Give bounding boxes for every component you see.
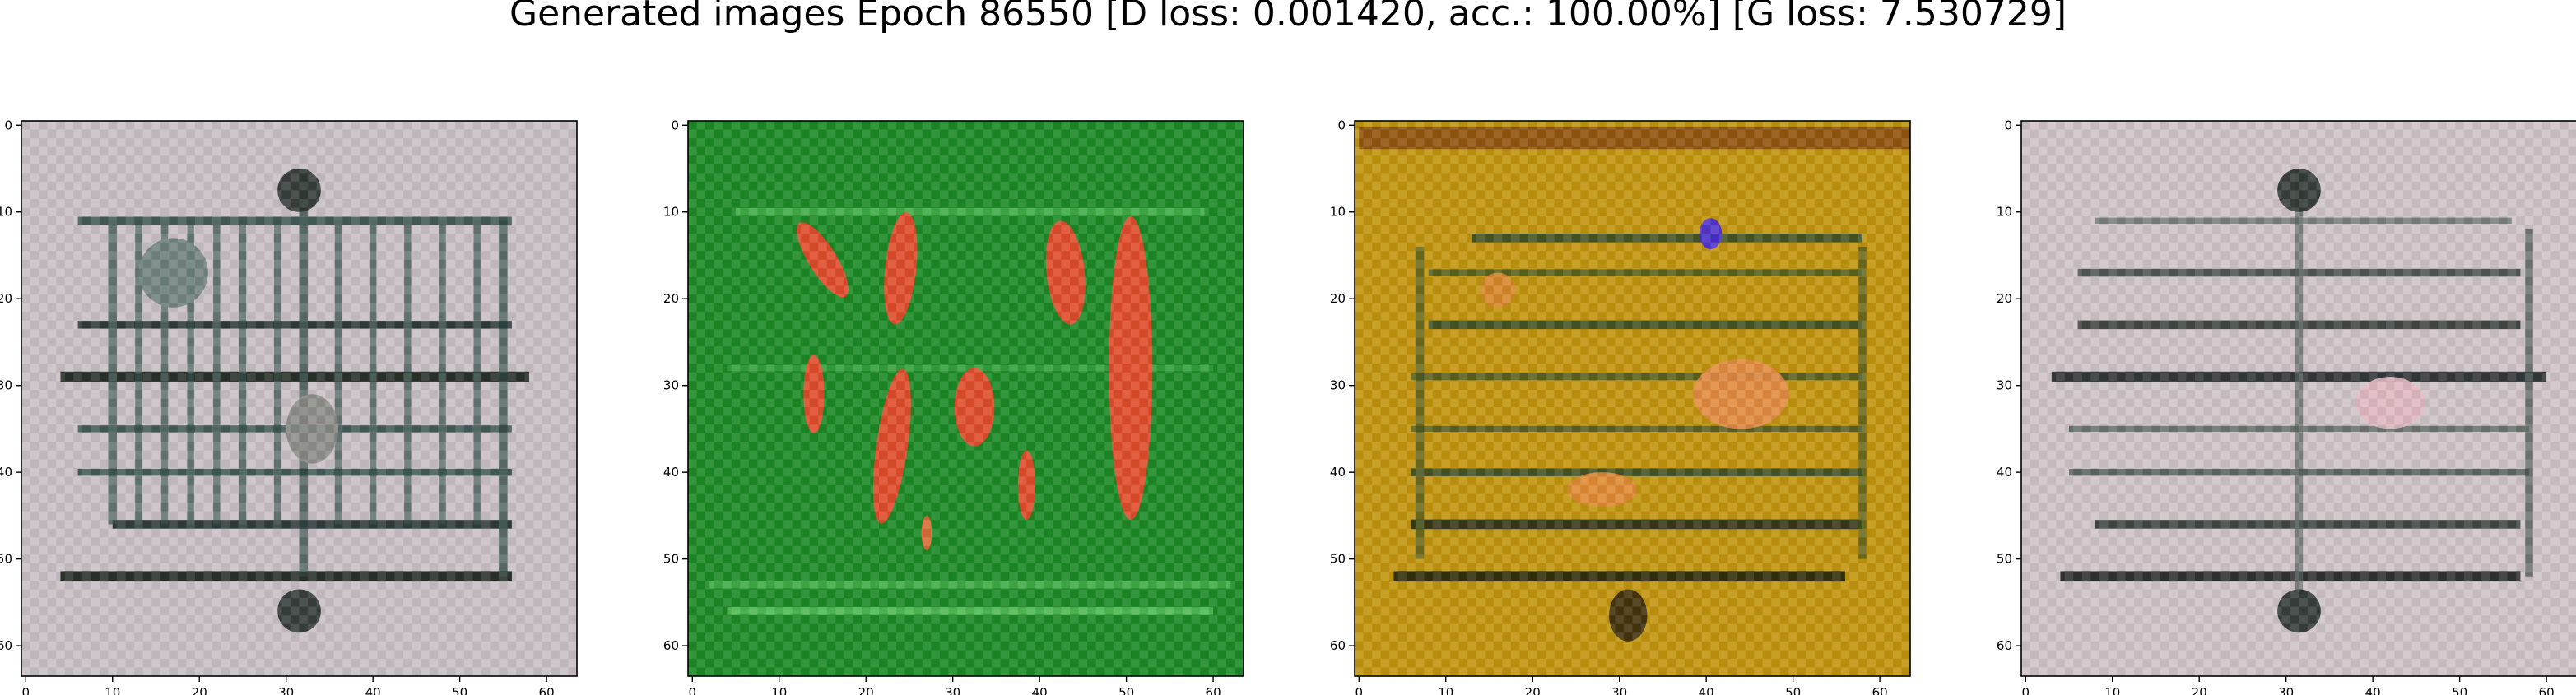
x-tick-label: 50 (1785, 685, 1801, 695)
x-tick-label: 30 (945, 685, 960, 695)
x-tick-label: 60 (1206, 685, 1221, 695)
y-tick-label: 50 (663, 552, 679, 567)
y-tick-label: 30 (1330, 378, 1346, 393)
axes-frame (21, 120, 578, 677)
x-tick-label: 40 (1032, 685, 1048, 695)
x-tick-label: 50 (2452, 685, 2467, 695)
y-tick-label: 0 (1337, 118, 1346, 132)
x-tick-label: 40 (1699, 685, 1714, 695)
x-tick-label: 30 (2278, 685, 2294, 695)
y-tick-label: 60 (0, 638, 12, 653)
y-tick-label: 40 (1997, 465, 2012, 480)
x-tick-label: 10 (105, 685, 120, 695)
axes-frame (687, 120, 1244, 677)
x-tick-label: 30 (278, 685, 294, 695)
y-tick-label: 20 (1997, 291, 2012, 306)
y-tick-label: 20 (663, 291, 679, 306)
image-grain (688, 121, 1244, 676)
x-tick-label: 10 (1438, 685, 1453, 695)
x-tick-label: 10 (2104, 685, 2120, 695)
x-tick-label: 40 (365, 685, 381, 695)
axes-frame (1354, 120, 1911, 677)
subplot-2: 0 10 20 30 40 50 60 0 10 20 30 40 50 60 (663, 118, 1244, 695)
y-tick-label: 20 (1330, 291, 1346, 306)
y-tick-label: 10 (1330, 205, 1346, 220)
image-grain (1355, 121, 1910, 676)
x-tick-label: 60 (2539, 685, 2555, 695)
y-tick-label: 10 (1997, 205, 2012, 220)
y-tick-label: 30 (1997, 378, 2012, 393)
y-tick-label: 0 (2004, 118, 2012, 132)
x-tick-label: 0 (689, 685, 697, 695)
generated-image (2021, 121, 2576, 676)
x-tick-label: 0 (2022, 685, 2030, 695)
subplot-1: 0 10 20 30 40 50 60 0 10 20 30 40 50 60 (0, 118, 578, 695)
y-tick-label: 10 (0, 205, 12, 220)
y-tick-label: 50 (1330, 552, 1346, 567)
y-tick-label: 40 (1330, 465, 1346, 480)
image-grain (2021, 121, 2576, 676)
x-tick-label: 20 (192, 685, 207, 695)
y-tick-label: 30 (663, 378, 679, 393)
y-tick-label: 60 (1330, 638, 1346, 653)
y-tick-label: 50 (0, 552, 12, 567)
y-tick-label: 10 (663, 205, 679, 220)
x-tick-label: 50 (1118, 685, 1134, 695)
y-tick-label: 60 (1997, 638, 2012, 653)
generated-image (1355, 121, 1910, 676)
x-tick-label: 40 (2365, 685, 2381, 695)
y-tick-label: 0 (4, 118, 12, 132)
y-tick-label: 40 (663, 465, 679, 480)
x-tick-label: 60 (539, 685, 555, 695)
image-grain (21, 121, 577, 676)
generated-image (21, 121, 577, 676)
x-tick-label: 20 (1525, 685, 1541, 695)
subplot-3: 0 10 20 30 40 50 60 0 10 20 30 40 50 60 (1330, 118, 1911, 695)
y-tick-label: 60 (663, 638, 679, 653)
y-tick-label: 30 (0, 378, 12, 393)
x-tick-label: 60 (1872, 685, 1888, 695)
y-tick-label: 20 (0, 291, 12, 306)
x-tick-label: 10 (771, 685, 787, 695)
x-tick-label: 0 (1355, 685, 1364, 695)
y-tick-label: 40 (0, 465, 12, 480)
x-tick-label: 20 (858, 685, 874, 695)
x-tick-label: 20 (2192, 685, 2207, 695)
y-tick-label: 50 (1997, 552, 2012, 567)
axes-frame (2020, 120, 2576, 677)
y-tick-label: 0 (671, 118, 679, 132)
generated-image (688, 121, 1244, 676)
subplot-4: 0 10 20 30 40 50 60 0 10 20 30 40 50 60 (1997, 118, 2576, 695)
x-tick-label: 30 (1611, 685, 1627, 695)
figure-title: Generated images Epoch 86550 [D loss: 0.… (509, 0, 2067, 35)
x-tick-label: 0 (22, 685, 30, 695)
x-tick-label: 50 (452, 685, 467, 695)
